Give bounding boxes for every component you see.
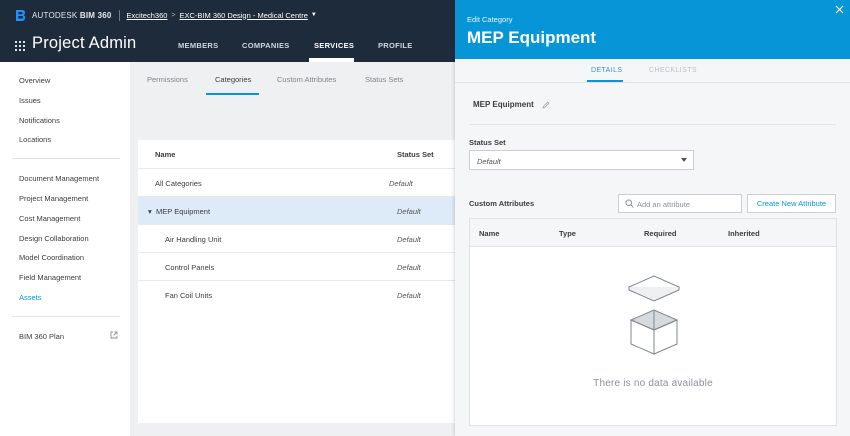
table-row[interactable]: ▾ MEP Equipment Default [138, 196, 455, 224]
service-subtabs: Permissions Categories Custom Attributes… [130, 62, 455, 96]
drawer-header: Edit Category MEP Equipment [455, 0, 850, 59]
edit-category-drawer: Edit Category MEP Equipment DETAILS CHEC… [455, 0, 850, 436]
row-name: Control Panels [165, 263, 215, 272]
sidebar-item-field-management[interactable]: Field Management [19, 273, 82, 282]
tab-permissions[interactable]: Permissions [147, 75, 188, 84]
row-name: Fan Coil Units [165, 291, 213, 300]
table-row[interactable]: Control Panels Default [138, 252, 455, 280]
row-status: Default [397, 291, 421, 300]
category-name: MEP Equipment [473, 100, 534, 109]
sidebar-item-overview[interactable]: Overview [19, 76, 51, 85]
search-icon [625, 199, 634, 208]
tab-custom-attributes[interactable]: Custom Attributes [277, 75, 337, 84]
table-row[interactable]: Air Handling Unit Default [138, 224, 455, 252]
sidebar-item-project-management[interactable]: Project Management [19, 194, 89, 203]
top-header: AUTODESK BIM 360 Excitech360 > EXC-BIM 3… [0, 0, 455, 62]
sidebar-item-notifications[interactable]: Notifications [19, 116, 60, 125]
search-placeholder: Add an attribute [637, 200, 690, 209]
column-header-type: Type [559, 229, 576, 238]
tab-profile[interactable]: PROFILE [378, 41, 413, 50]
status-set-select[interactable]: Default [469, 150, 694, 170]
empty-state-text: There is no data available [593, 378, 713, 389]
row-name: MEP Equipment [156, 207, 211, 216]
active-subtab-indicator [206, 93, 259, 95]
empty-box-illustration-icon [627, 275, 681, 355]
sidebar-item-assets[interactable]: Assets [19, 293, 42, 302]
categories-content: Permissions Categories Custom Attributes… [130, 62, 455, 436]
tab-details[interactable]: DETAILS [591, 67, 623, 74]
sidebar-item-design-collaboration[interactable]: Design Collaboration [19, 234, 89, 243]
column-header-required: Required [644, 229, 677, 238]
sidebar-item-document-management[interactable]: Document Management [19, 174, 100, 183]
close-icon[interactable] [835, 5, 844, 14]
sidebar-divider [12, 158, 120, 159]
attributes-table-header: Name Type Required Inherited [470, 219, 836, 247]
chevron-down-icon [681, 158, 687, 162]
brand-divider [118, 9, 120, 21]
drawer-body: MEP Equipment Status Set Default Custom … [455, 83, 850, 436]
tab-members[interactable]: MEMBERS [178, 41, 219, 50]
attributes-table: Name Type Required Inherited There is no… [469, 218, 837, 426]
sidebar-item-cost-management[interactable]: Cost Management [19, 214, 81, 223]
project-dropdown-icon[interactable]: ▼ [310, 12, 317, 18]
breadcrumb-chevron-icon: > [171, 11, 176, 19]
app-switcher-icon[interactable] [15, 41, 25, 51]
drawer-subtitle: Edit Category [467, 15, 513, 24]
tab-status-sets[interactable]: Status Sets [365, 75, 404, 84]
row-status: Default [389, 179, 413, 188]
breadcrumb-account[interactable]: Excitech360 [126, 10, 168, 20]
status-set-value: Default [477, 157, 501, 166]
sidebar-item-bim360-plan[interactable]: BIM 360 Plan [19, 332, 65, 341]
sidebar-item-issues[interactable]: Issues [19, 96, 41, 105]
sidebar-divider [12, 316, 120, 317]
status-set-label: Status Set [469, 138, 506, 147]
tab-services[interactable]: SERVICES [314, 41, 355, 50]
drawer-title: MEP Equipment [467, 28, 597, 47]
brand-name: AUTODESK BIM 360 [32, 10, 112, 20]
row-name: All Categories [155, 179, 202, 188]
active-tab-indicator [309, 58, 354, 62]
breadcrumb-project[interactable]: EXC-BIM 360 Design - Medical Centre [179, 10, 308, 20]
row-status: Default [397, 207, 421, 216]
column-header-status-set: Status Set [397, 150, 434, 159]
autodesk-logo-icon [14, 9, 26, 22]
sidebar: Overview Issues Notifications Locations … [0, 62, 130, 436]
column-header-inherited: Inherited [728, 229, 760, 238]
custom-attributes-label: Custom Attributes [469, 199, 535, 208]
row-name: Air Handling Unit [165, 235, 222, 244]
drawer-tabs: DETAILS CHECKLISTS [455, 59, 850, 83]
external-link-icon[interactable] [110, 331, 118, 339]
create-new-attribute-button[interactable]: Create New Attribute [747, 194, 836, 213]
row-status: Default [397, 235, 421, 244]
sidebar-item-locations[interactable]: Locations [19, 135, 52, 144]
table-row[interactable]: All Categories Default [138, 168, 455, 196]
brand-bar: AUTODESK BIM 360 Excitech360 > EXC-BIM 3… [0, 0, 317, 30]
row-status: Default [397, 263, 421, 272]
app-title: Project Admin [32, 34, 137, 52]
sidebar-item-model-coordination[interactable]: Model Coordination [19, 253, 85, 262]
tab-checklists[interactable]: CHECKLISTS [649, 67, 697, 74]
column-header-name: Name [155, 150, 176, 159]
section-divider [469, 124, 836, 125]
categories-table: Name Status Set All Categories Default ▾… [138, 140, 455, 423]
tab-categories[interactable]: Categories [215, 75, 252, 84]
tab-companies[interactable]: COMPANIES [242, 41, 290, 50]
column-header-name: Name [479, 229, 500, 238]
attribute-search-input[interactable]: Add an attribute [618, 194, 742, 213]
active-drawer-tab-indicator [587, 80, 623, 82]
expand-caret-icon[interactable]: ▾ [148, 207, 152, 216]
edit-pencil-icon[interactable] [542, 101, 550, 109]
table-row[interactable]: Fan Coil Units Default [138, 280, 455, 308]
